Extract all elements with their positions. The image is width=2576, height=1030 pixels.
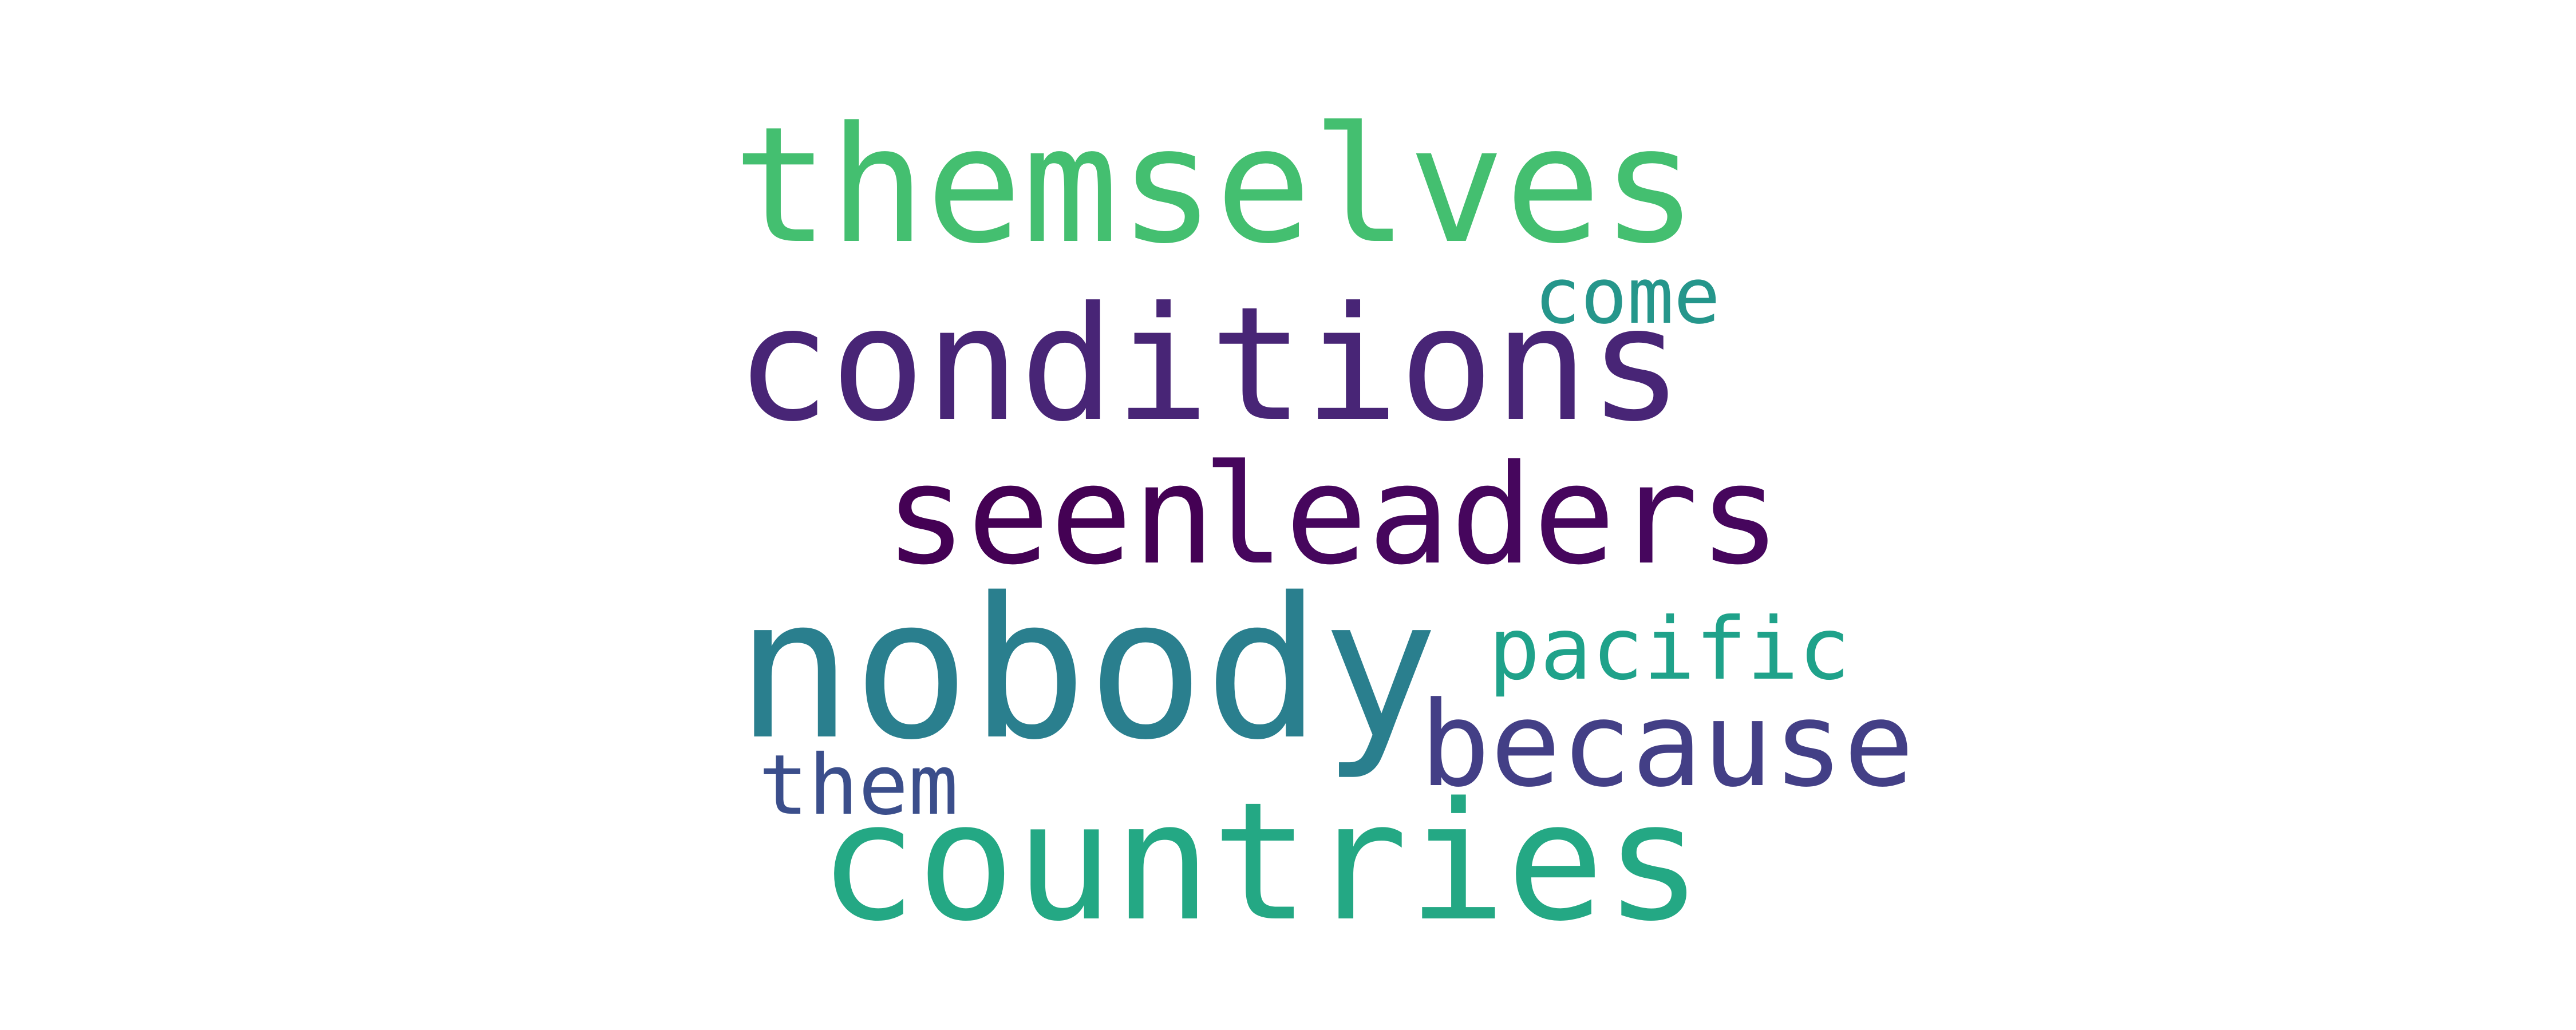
word-them: them [758, 737, 959, 834]
word-countries: countries [819, 767, 1703, 957]
word-seen: seen [884, 435, 1215, 595]
word-conditions: conditions [736, 273, 1684, 456]
word-come: come [1534, 251, 1721, 341]
word-leaders: leaders [1202, 435, 1781, 595]
word-nobody: nobody [736, 556, 1439, 783]
word-pacific: pacific [1488, 600, 1851, 699]
word-themselves: themselves [733, 93, 1698, 279]
word-because: because [1420, 677, 1914, 813]
